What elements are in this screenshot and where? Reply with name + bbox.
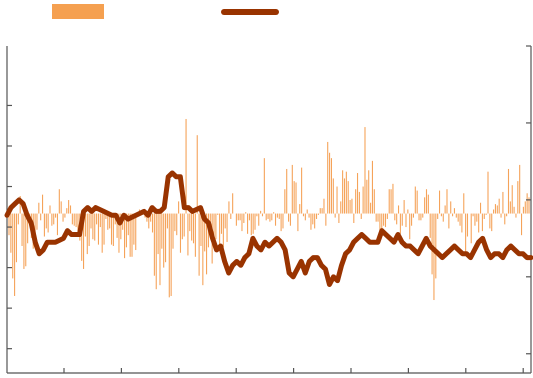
left-ticks — [7, 104, 12, 350]
legend — [52, 4, 279, 19]
bar-series — [8, 118, 530, 301]
line-path — [4, 170, 533, 288]
axes — [6, 45, 532, 374]
legend-bar-swatch — [52, 4, 104, 19]
right-ticks — [526, 45, 531, 355]
line-series — [4, 170, 533, 288]
x-ticks — [63, 368, 524, 373]
